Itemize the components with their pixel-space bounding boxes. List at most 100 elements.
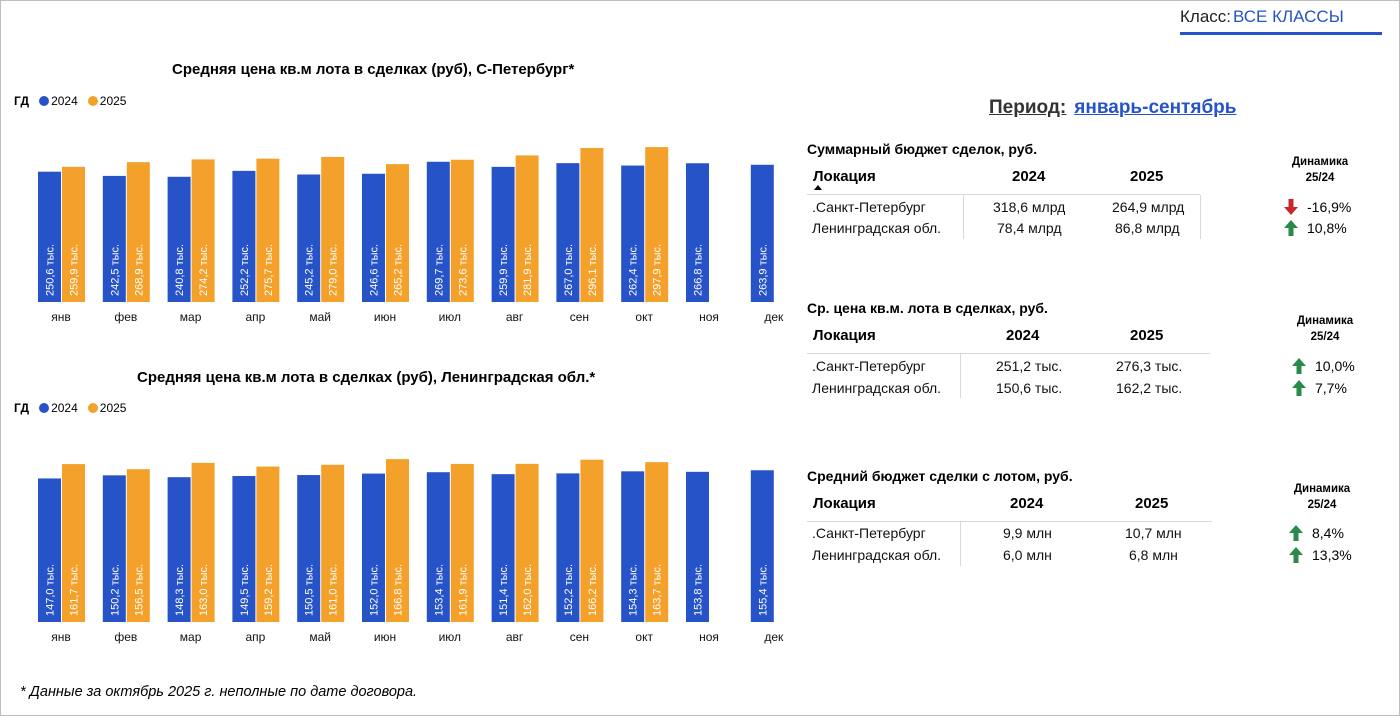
arrow-down-icon xyxy=(1284,199,1298,215)
data-label-2024-6: 153,4 тыс. xyxy=(433,564,445,616)
bar-2025-8[interactable] xyxy=(580,459,604,622)
column-header-location[interactable]: Локация xyxy=(813,168,876,185)
bar-2024-8[interactable] xyxy=(556,473,580,622)
bar-2025-7[interactable] xyxy=(515,155,539,302)
data-label-2024-7: 151,4 тыс. xyxy=(498,564,510,616)
chart-title-spb: Средняя цена кв.м лота в сделках (руб), … xyxy=(172,61,575,78)
data-label-2025-5: 166,8 тыс. xyxy=(393,564,405,616)
bar-2025-0[interactable] xyxy=(62,464,85,622)
column-header-2025[interactable]: 2025 xyxy=(1135,495,1169,512)
bar-2025-4[interactable] xyxy=(321,464,345,622)
bar-2025-4[interactable] xyxy=(321,156,345,302)
bar-2024-1[interactable] xyxy=(102,175,126,302)
bar-2024-11[interactable] xyxy=(750,164,774,302)
bar-2024-1[interactable] xyxy=(102,475,126,622)
legend-item-2025[interactable]: 2025 xyxy=(87,94,127,108)
bar-2024-5[interactable] xyxy=(362,473,385,622)
bar-2024-7[interactable] xyxy=(491,474,515,622)
x-tick-label-1: фев xyxy=(114,310,137,324)
column-header-dynamics: Динамика 25/24 xyxy=(1280,313,1370,345)
bar-2024-3[interactable] xyxy=(232,170,256,302)
bar-2024-7[interactable] xyxy=(491,166,515,302)
bar-2025-3[interactable] xyxy=(256,466,280,622)
bar-2025-1[interactable] xyxy=(126,469,150,622)
column-header-location[interactable]: Локация xyxy=(813,327,876,344)
bar-2025-7[interactable] xyxy=(515,463,539,622)
bar-2024-9[interactable] xyxy=(621,471,645,622)
table-divider xyxy=(807,194,1200,195)
bar-2024-4[interactable] xyxy=(297,174,321,302)
bar-2025-8[interactable] xyxy=(580,148,604,302)
data-label-2025-6: 273,6 тыс. xyxy=(457,244,469,296)
bar-2024-4[interactable] xyxy=(297,475,321,622)
bar-2024-5[interactable] xyxy=(362,173,385,302)
column-header-2025[interactable]: 2025 xyxy=(1130,168,1164,185)
bar-2025-0[interactable] xyxy=(62,166,85,302)
table-cell-2024: 251,2 тыс. xyxy=(996,358,1063,374)
bar-2024-11[interactable] xyxy=(750,470,774,622)
arrow-up-icon xyxy=(1292,380,1306,396)
class-filter-value[interactable]: ВСЕ КЛАССЫ xyxy=(1233,7,1344,26)
x-tick-label-6: июл xyxy=(439,310,461,324)
x-tick-label-2: мар xyxy=(180,630,202,644)
data-label-2024-8: 267,0 тыс. xyxy=(563,244,575,296)
table-divider xyxy=(807,353,1210,354)
bar-2024-6[interactable] xyxy=(426,161,450,302)
data-label-2024-4: 245,2 тыс. xyxy=(304,244,316,296)
bar-2025-2[interactable] xyxy=(191,462,215,622)
bar-2024-0[interactable] xyxy=(38,478,61,622)
bar-2025-6[interactable] xyxy=(450,159,474,302)
bar-2024-6[interactable] xyxy=(426,472,450,622)
bar-2025-9[interactable] xyxy=(645,147,669,302)
bar-2025-3[interactable] xyxy=(256,158,280,302)
data-label-2024-0: 250,6 тыс. xyxy=(45,244,57,296)
column-header-2024[interactable]: 2024 xyxy=(1012,168,1046,185)
column-header-2025[interactable]: 2025 xyxy=(1130,327,1164,344)
data-label-2025-0: 161,7 тыс. xyxy=(69,564,81,616)
bar-2024-3[interactable] xyxy=(232,476,256,622)
x-tick-label-3: апр xyxy=(245,630,265,644)
bar-2024-10[interactable] xyxy=(686,471,709,622)
x-tick-label-5: июн xyxy=(374,310,396,324)
legend-label-2025: 2025 xyxy=(99,94,127,108)
legend-item-2025[interactable]: 2025 xyxy=(87,401,126,415)
bar-chart-spb: 250,6 тыс. 259,9 тыс. янв 242,5 тыс. 268,9 т… xyxy=(38,147,784,324)
data-label-2025-8: 296,1 тыс. xyxy=(587,244,599,296)
x-tick-label-7: авг xyxy=(506,310,524,324)
bar-2024-9[interactable] xyxy=(621,165,645,302)
bar-2025-9[interactable] xyxy=(645,462,669,622)
period-value[interactable]: январь-сентябрь xyxy=(1074,97,1237,118)
table-title-total-budget: Суммарный бюджет сделок, руб. xyxy=(807,141,1038,157)
sort-arrow-icon[interactable] xyxy=(814,185,822,190)
period-selector[interactable]: Период: январь-сентябрь xyxy=(989,97,1236,119)
bar-2025-1[interactable] xyxy=(126,162,150,302)
table-cell-2024: 318,6 млрд xyxy=(993,199,1066,215)
bar-2025-5[interactable] xyxy=(386,459,409,622)
table-cell-2025: 162,2 тыс. xyxy=(1116,380,1183,396)
bar-2025-5[interactable] xyxy=(386,164,409,302)
class-filter-label: Класс: xyxy=(1180,7,1231,26)
bar-2024-2[interactable] xyxy=(167,176,191,302)
class-filter[interactable]: Класс: ВСЕ КЛАССЫ xyxy=(1180,6,1382,35)
bar-2024-0[interactable] xyxy=(38,171,61,302)
chart-title-lo: Средняя цена кв.м лота в сделках (руб), … xyxy=(137,369,596,386)
table-divider xyxy=(807,521,1212,522)
x-tick-label-2: мар xyxy=(180,310,202,324)
bar-2024-2[interactable] xyxy=(167,477,191,622)
column-header-2024[interactable]: 2024 xyxy=(1006,327,1040,344)
legend-item-2024[interactable]: 2024 xyxy=(39,401,78,415)
column-header-location[interactable]: Локация xyxy=(813,495,876,512)
x-tick-label-4: май xyxy=(309,310,331,324)
period-label: Период: xyxy=(989,97,1067,118)
legend-item-2024[interactable]: 2024 xyxy=(39,94,78,108)
dynamics-label: Динамика xyxy=(1291,156,1349,168)
bar-2024-8[interactable] xyxy=(556,163,580,302)
table-cell-location: Ленинградская обл. xyxy=(812,380,942,396)
data-label-2024-9: 262,4 тыс. xyxy=(628,244,640,296)
bar-2025-2[interactable] xyxy=(191,159,215,302)
bar-2025-6[interactable] xyxy=(450,463,474,622)
column-header-2024[interactable]: 2024 xyxy=(1010,495,1044,512)
x-tick-label-9: окт xyxy=(635,310,653,324)
bar-2024-10[interactable] xyxy=(686,163,709,302)
table-cell-2025: 86,8 млрд xyxy=(1115,220,1180,236)
